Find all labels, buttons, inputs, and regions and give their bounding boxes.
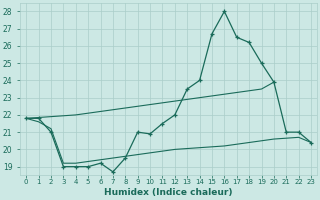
X-axis label: Humidex (Indice chaleur): Humidex (Indice chaleur) [104, 188, 233, 197]
